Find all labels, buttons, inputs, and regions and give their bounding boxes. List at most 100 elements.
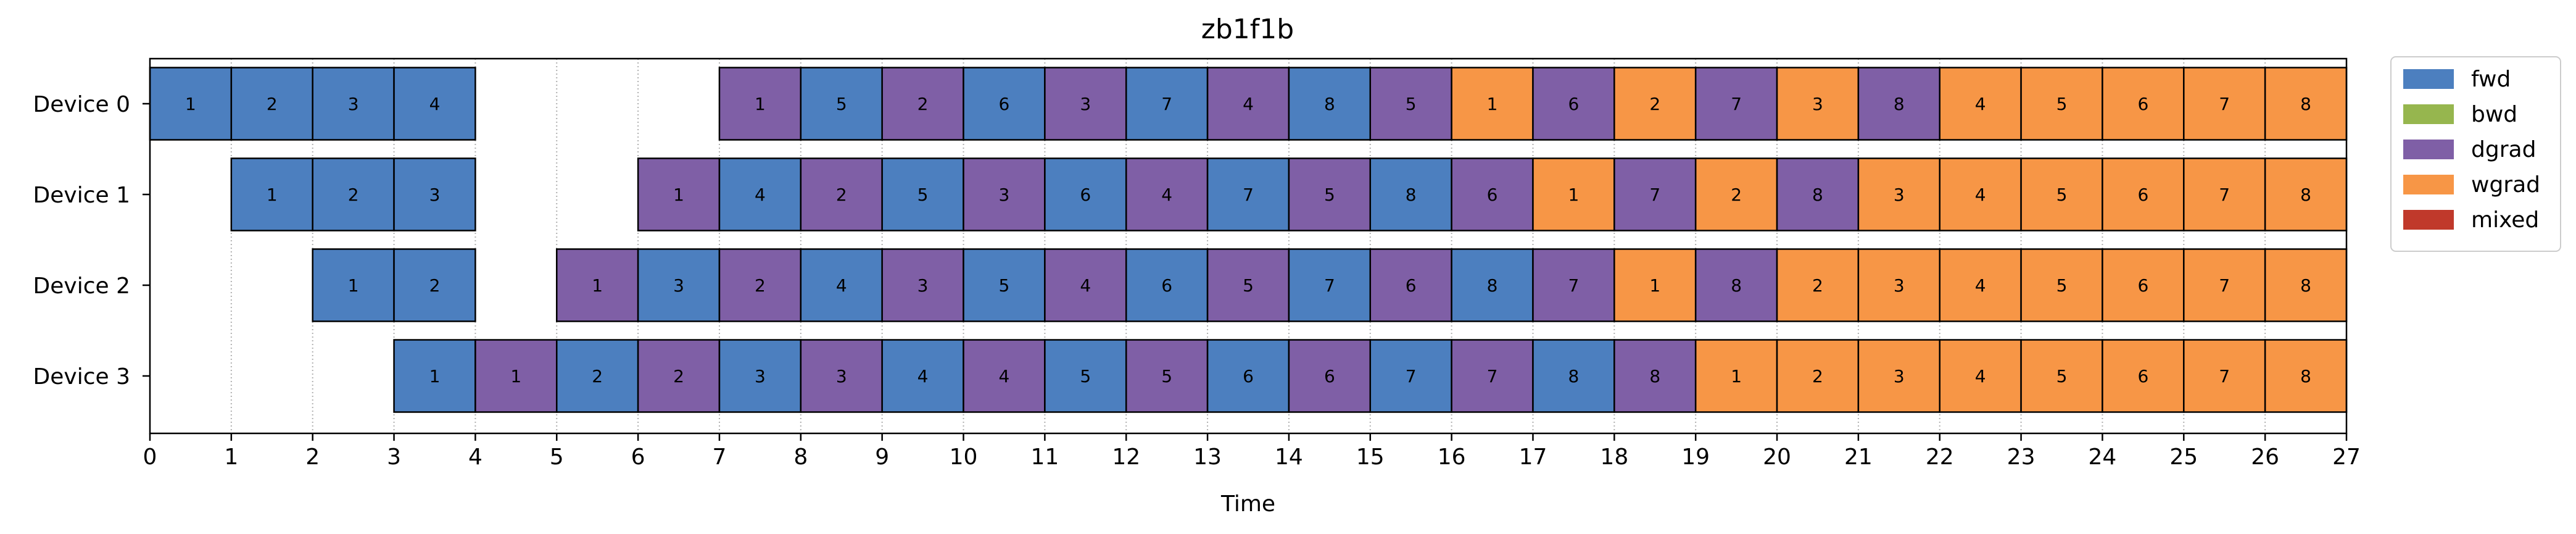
task-label: 4 [1243, 94, 1254, 114]
task-label: 7 [1568, 275, 1579, 296]
task-label: 4 [1975, 94, 1986, 114]
task-label: 8 [1649, 366, 1660, 386]
task-label: 8 [1487, 275, 1498, 296]
task-label: 6 [2137, 185, 2148, 205]
task-label: 6 [1324, 366, 1335, 386]
task-label: 8 [1894, 94, 1905, 114]
task-label: 3 [755, 366, 766, 386]
task-label: 7 [1243, 185, 1254, 205]
task-bar-dgrad [1694, 248, 1778, 322]
legend-label-mixed: mixed [2471, 207, 2539, 233]
task-bar-wgrad [2264, 248, 2348, 322]
x-tick-label: 3 [387, 444, 401, 470]
task-label: 5 [1243, 275, 1254, 296]
x-tick-label: 16 [1438, 444, 1466, 470]
task-label: 3 [1894, 275, 1905, 296]
task-label: 4 [999, 366, 1010, 386]
task-bar-wgrad [1939, 157, 2022, 232]
task-bar-dgrad [1532, 67, 1615, 141]
task-label: 4 [836, 275, 847, 296]
task-label: 4 [1975, 185, 1986, 205]
task-label: 4 [429, 94, 441, 114]
task-label: 2 [673, 366, 684, 386]
task-bar-dgrad [637, 339, 721, 413]
task-label: 8 [1812, 185, 1823, 205]
task-label: 6 [2137, 366, 2148, 386]
x-tick-label: 19 [1681, 444, 1710, 470]
task-bar-wgrad [1451, 67, 1534, 141]
task-bar-wgrad [2183, 67, 2266, 141]
legend-label-wgrad: wgrad [2471, 172, 2540, 198]
task-bar-fwd [963, 67, 1046, 141]
task-label: 3 [836, 366, 847, 386]
legend-swatch-wgrad [2403, 175, 2454, 194]
task-bar-fwd [556, 339, 639, 413]
x-tick-label: 17 [1519, 444, 1547, 470]
task-label: 2 [1649, 94, 1660, 114]
task-bar-dgrad [963, 157, 1046, 232]
task-label: 1 [592, 275, 603, 296]
task-label: 1 [1487, 94, 1498, 114]
task-label: 4 [1161, 185, 1172, 205]
task-label: 4 [1975, 366, 1986, 386]
x-tick-label: 8 [793, 444, 808, 470]
task-label: 5 [2056, 94, 2068, 114]
task-label: 7 [2219, 275, 2230, 296]
task-label: 6 [999, 94, 1010, 114]
task-bar-fwd [800, 67, 883, 141]
x-tick-label: 11 [1030, 444, 1059, 470]
task-label: 7 [2219, 366, 2230, 386]
task-label: 3 [673, 275, 684, 296]
task-label: 1 [1568, 185, 1579, 205]
task-bar-wgrad [2183, 157, 2266, 232]
task-bar-fwd [800, 248, 883, 322]
task-label: 7 [1161, 94, 1172, 114]
task-bar-dgrad [1125, 157, 1209, 232]
x-tick-label: 27 [2332, 444, 2361, 470]
task-label: 7 [1731, 94, 1742, 114]
task-label: 8 [2300, 275, 2311, 296]
task-label: 3 [348, 94, 359, 114]
task-label: 8 [1406, 185, 1417, 205]
task-bar-fwd [149, 67, 233, 141]
x-tick-label: 7 [713, 444, 727, 470]
task-label: 6 [1161, 275, 1172, 296]
x-tick-label: 10 [950, 444, 978, 470]
task-bar-wgrad [1694, 157, 1778, 232]
x-tick-label: 21 [1844, 444, 1873, 470]
task-bar-fwd [1206, 157, 1290, 232]
task-bar-fwd [312, 248, 395, 322]
task-label: 3 [1894, 185, 1905, 205]
x-tick-label: 5 [550, 444, 564, 470]
task-bar-wgrad [1939, 248, 2022, 322]
task-label: 2 [1812, 366, 1823, 386]
task-label: 4 [1080, 275, 1091, 296]
task-label: 1 [348, 275, 359, 296]
task-label: 5 [1324, 185, 1335, 205]
task-bar-dgrad [1451, 339, 1534, 413]
task-bar-dgrad [1451, 157, 1534, 232]
task-label: 8 [1324, 94, 1335, 114]
task-label: 1 [510, 366, 521, 386]
x-tick-label: 25 [2169, 444, 2198, 470]
x-tick-label: 15 [1356, 444, 1385, 470]
task-bar-fwd [1044, 157, 1127, 232]
task-label: 8 [2300, 185, 2311, 205]
x-tick-label: 12 [1112, 444, 1140, 470]
task-label: 2 [1731, 185, 1742, 205]
task-label: 3 [1080, 94, 1091, 114]
task-label: 1 [429, 366, 441, 386]
task-label: 5 [2056, 185, 2068, 205]
task-bar-dgrad [1206, 248, 1290, 322]
x-tick-label: 23 [2007, 444, 2036, 470]
task-label: 2 [267, 94, 278, 114]
task-label: 2 [592, 366, 603, 386]
task-label: 2 [755, 275, 766, 296]
legend-swatch-mixed [2403, 210, 2454, 230]
task-bar-wgrad [2264, 339, 2348, 413]
task-bar-dgrad [1857, 67, 1940, 141]
task-label: 1 [673, 185, 684, 205]
task-bar-fwd [881, 339, 964, 413]
task-label: 8 [1568, 366, 1579, 386]
task-bar-wgrad [2102, 339, 2185, 413]
